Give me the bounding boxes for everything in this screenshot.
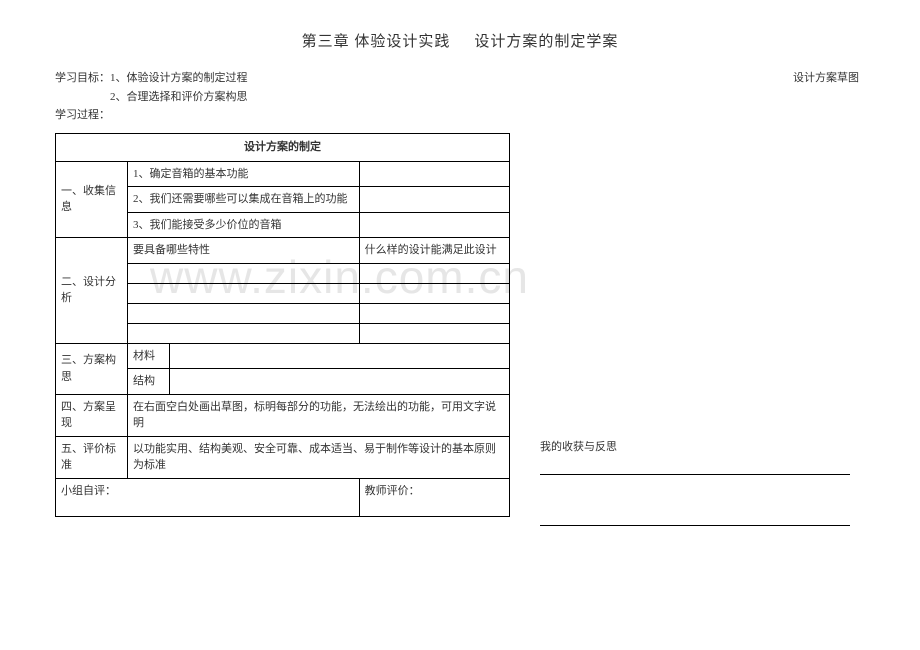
eval-right: 教师评价： xyxy=(359,478,509,516)
s2-c1: 要具备哪些特性 xyxy=(128,238,360,264)
title-right: 设计方案的制定学案 xyxy=(474,34,618,50)
s4-header: 四、方案呈现 xyxy=(56,394,128,436)
reflection-line-2 xyxy=(540,525,850,526)
s3-header: 三、方案构思 xyxy=(56,343,128,394)
s2-header: 二、设计分析 xyxy=(56,238,128,344)
title-left: 第三章 体验设计实践 xyxy=(302,34,451,50)
s1-header: 一、收集信息 xyxy=(56,161,128,238)
s1-r3: 3、我们能接受多少价位的音箱 xyxy=(128,212,360,238)
intro-block: 学习目标：1、体验设计方案的制定过程 设计方案草图 2、合理选择和评价方案构思 … xyxy=(55,69,865,125)
process-label: 学习过程： xyxy=(55,106,865,125)
s4-r1: 在右面空白处画出草图，标明每部分的功能，无法绘出的功能，可用文字说明 xyxy=(128,394,510,436)
goal-label: 学习目标： xyxy=(55,72,110,84)
page-title: 第三章 体验设计实践 设计方案的制定学案 xyxy=(55,30,865,51)
s3-r1: 材料 xyxy=(128,343,170,369)
s5-header: 五、评价标准 xyxy=(56,436,128,478)
goal-2: 2、合理选择和评价方案构思 xyxy=(55,88,865,107)
s3-r2: 结构 xyxy=(128,369,170,395)
goal-1: 1、体验设计方案的制定过程 xyxy=(110,72,248,84)
s1-r2: 2、我们还需要哪些可以集成在音箱上的功能 xyxy=(128,187,360,213)
s2-c2: 什么样的设计能满足此设计 xyxy=(359,238,509,264)
right-top-label: 设计方案草图 xyxy=(793,69,865,88)
table-title: 设计方案的制定 xyxy=(56,134,510,162)
s1-r1: 1、确定音箱的基本功能 xyxy=(128,161,360,187)
main-table: 设计方案的制定 一、收集信息 1、确定音箱的基本功能 2、我们还需要哪些可以集成… xyxy=(55,133,510,517)
s5-r1: 以功能实用、结构美观、安全可靠、成本适当、易于制作等设计的基本原则为标准 xyxy=(128,436,510,478)
eval-left: 小组自评： xyxy=(56,478,360,516)
